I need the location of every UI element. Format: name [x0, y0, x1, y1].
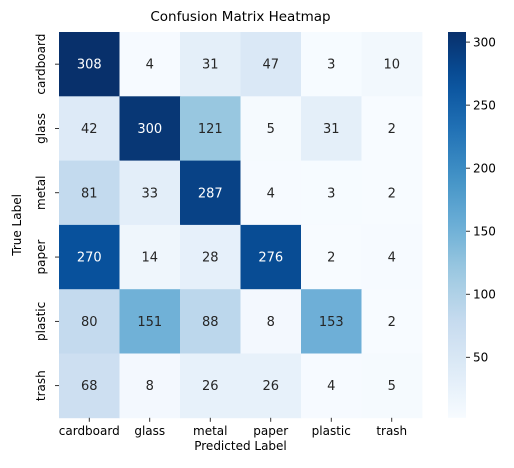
heatmap-cell — [59, 32, 120, 97]
x-tick-label: cardboard — [59, 424, 120, 438]
heatmap-cell — [59, 289, 120, 354]
cell-value-label: 8 — [267, 315, 275, 330]
colorbar: 50 100 150 200 250 300 — [448, 32, 496, 418]
heatmap-cell — [301, 32, 362, 97]
cell-value-label: 31 — [323, 122, 340, 137]
heatmap-cell — [119, 289, 181, 354]
heatmap-cell — [180, 96, 241, 161]
cell-value-label: 5 — [388, 379, 396, 394]
cell-value-label: 2 — [327, 251, 335, 266]
heatmap-cell — [119, 353, 181, 419]
heatmap-cell — [301, 224, 362, 290]
cell-value-label: 121 — [198, 122, 223, 137]
y-axis-ticks: cardboard glass metal paper plastic trash — [34, 34, 59, 401]
heatmap-cell — [240, 224, 302, 290]
cell-value-label: 4 — [146, 58, 154, 73]
colorbar-gradient — [448, 32, 466, 418]
x-tick-label: glass — [134, 424, 165, 438]
cell-value-label: 270 — [77, 251, 102, 266]
cell-value-label: 14 — [141, 251, 158, 266]
y-tick-label: plastic — [34, 302, 48, 341]
colorbar-tick-label: 200 — [473, 161, 496, 175]
colorbar-tick-label: 150 — [473, 225, 496, 239]
y-axis-label: True Label — [10, 194, 24, 257]
cell-value-label: 2 — [388, 315, 396, 330]
y-tick-label: paper — [34, 240, 48, 275]
y-tick-label: trash — [34, 370, 48, 401]
cell-value-label: 300 — [137, 122, 162, 137]
heatmap-cell — [180, 160, 241, 226]
heatmap-cell — [240, 353, 302, 419]
heatmap-cell — [301, 289, 362, 354]
colorbar-tick-label: 50 — [473, 351, 488, 365]
heatmap-cell — [301, 96, 362, 161]
cell-value-label: 4 — [388, 251, 396, 266]
heatmap-cell — [301, 353, 362, 419]
cell-value-label: 2 — [388, 122, 396, 137]
x-tick-label: metal — [193, 424, 227, 438]
heatmap-cell — [301, 160, 362, 226]
cell-value-label: 26 — [202, 379, 219, 394]
cell-value-label: 88 — [202, 315, 219, 330]
heatmap-cell — [59, 96, 120, 161]
heatmap-cell — [361, 32, 423, 97]
heatmap-cell — [59, 353, 120, 419]
heatmap-cell — [119, 160, 181, 226]
cell-value-label: 3 — [327, 186, 335, 201]
heatmap-cell — [240, 160, 302, 226]
cell-value-label: 287 — [198, 186, 223, 201]
cell-value-label: 3 — [327, 58, 335, 73]
cell-value-label: 80 — [81, 315, 98, 330]
cell-value-label: 33 — [141, 186, 158, 201]
colorbar-tick-label: 300 — [473, 35, 496, 49]
cell-value-label: 151 — [137, 315, 162, 330]
x-tick-label: trash — [376, 424, 407, 438]
heatmap-cell — [361, 289, 423, 354]
heatmap-cell — [119, 224, 181, 290]
y-tick-label: cardboard — [34, 34, 48, 95]
cell-value-label: 2 — [388, 186, 396, 201]
cell-value-label: 47 — [262, 58, 279, 73]
heatmap-cell — [180, 289, 241, 354]
cell-value-label: 153 — [319, 315, 344, 330]
x-axis-ticks: cardboard glass metal paper plastic trash — [59, 417, 407, 438]
heatmap-cell — [240, 96, 302, 161]
heatmap-cell — [59, 160, 120, 226]
cell-value-label: 42 — [81, 122, 98, 137]
heatmap-cell — [59, 224, 120, 290]
cell-value-label: 81 — [81, 186, 98, 201]
cell-value-label: 26 — [262, 379, 279, 394]
heatmap-cell — [119, 96, 181, 161]
heatmap-cell — [180, 32, 241, 97]
cell-value-label: 10 — [383, 58, 400, 73]
cell-value-label: 308 — [77, 58, 102, 73]
heatmap-cell — [361, 353, 423, 419]
heatmap-cell — [361, 224, 423, 290]
colorbar-tick-label: 100 — [473, 288, 496, 302]
heatmap-cell — [180, 224, 241, 290]
colorbar-tick-label: 250 — [473, 98, 496, 112]
y-tick-label: metal — [34, 176, 48, 210]
cell-value-label: 5 — [267, 122, 275, 137]
y-tick-label: glass — [34, 113, 48, 144]
cell-value-label: 276 — [258, 251, 283, 266]
cell-value-label: 4 — [327, 379, 335, 394]
cell-value-label: 4 — [267, 186, 275, 201]
heatmap-cell — [361, 160, 423, 226]
x-tick-label: plastic — [312, 424, 351, 438]
cell-value-label: 68 — [81, 379, 98, 394]
cell-value-label: 8 — [146, 379, 154, 394]
heatmap-cell — [180, 353, 241, 419]
x-tick-label: paper — [253, 424, 288, 438]
cell-value-label: 31 — [202, 58, 219, 73]
chart-title: Confusion Matrix Heatmap — [150, 9, 330, 25]
heatmap-cell — [361, 96, 423, 161]
heatmap-cell — [240, 289, 302, 354]
cell-value-label: 28 — [202, 251, 219, 266]
x-axis-label: Predicted Label — [194, 439, 287, 453]
heatmap-cell — [240, 32, 302, 97]
heatmap-cell — [119, 32, 181, 97]
